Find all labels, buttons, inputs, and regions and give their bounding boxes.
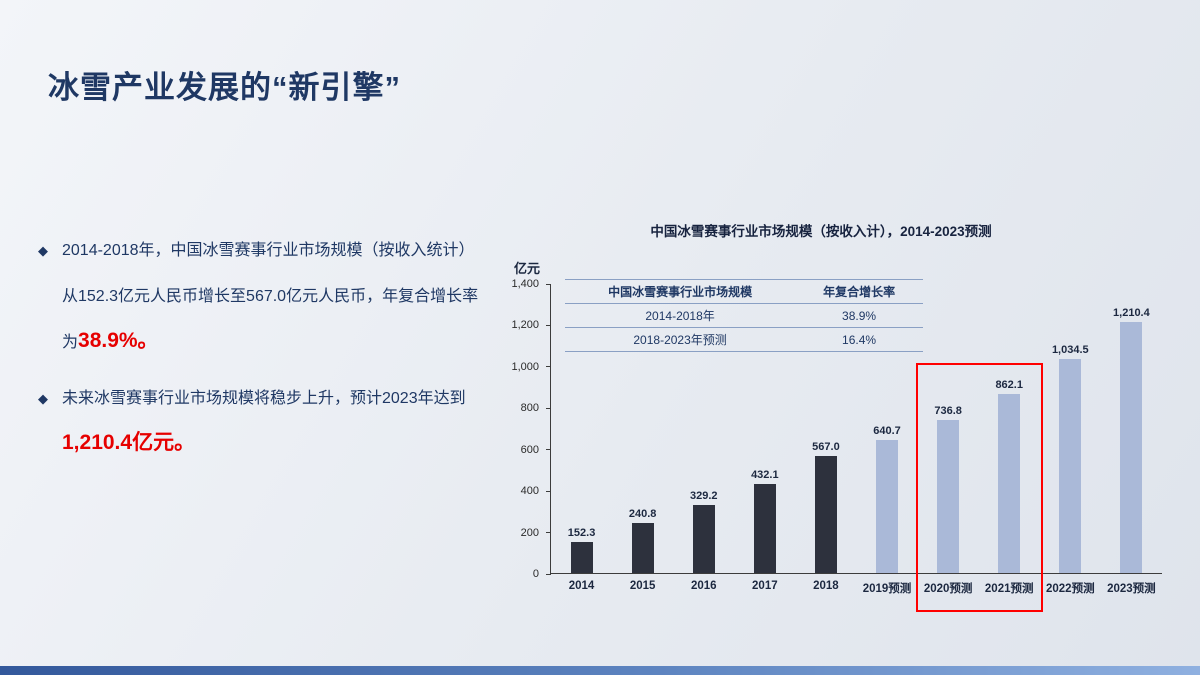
- table-cell-cagr-2: 16.4%: [842, 332, 877, 347]
- bar-value-label: 240.8: [628, 508, 657, 521]
- table-cell-cagr-1: 38.9%: [842, 308, 877, 323]
- bar-value-label: 736.8: [934, 405, 962, 418]
- bar: [1120, 322, 1143, 573]
- x-tick-label: 2015: [629, 580, 656, 592]
- page-title: 冰雪产业发展的“新引擎”: [48, 70, 401, 105]
- bar-value-label: 862.1: [995, 379, 1023, 392]
- bar: [998, 394, 1021, 573]
- bar-column-2015: 240.8: [612, 508, 673, 573]
- y-tick-mark: [546, 573, 551, 575]
- bars-container: 152.3 240.8 329.2 432.1 567.0 640.7 736.8 862.1…: [551, 284, 1162, 573]
- bar-column-2019预测: 640.7: [856, 425, 917, 573]
- x-axis-labels: 2014 2015 2016 2017 2018 2019预测 2020预测 2021预测 20…: [551, 580, 1162, 596]
- bar-column-2021预测: 862.1: [979, 379, 1040, 573]
- bar: [570, 541, 593, 573]
- bar-column-2022预测: 1,034.5: [1040, 344, 1101, 573]
- growth-rate-table: 中国冰雪赛事行业市场规模 年复合增长率 2014-2018年 38.9% 201…: [565, 279, 923, 352]
- y-tick-mark: [546, 532, 551, 534]
- bar: [1059, 358, 1082, 573]
- market-size-bar-chart: 中国冰雪赛事行业市场规模（按收入计），2014-2023预测 亿元 0 200 40…: [506, 212, 1186, 642]
- bullet-1-highlight: 38.9%。: [78, 329, 159, 352]
- x-tick-label: 2023预测: [1107, 583, 1156, 595]
- bullet-text-2: 未来冰雪赛事行业市场规模将稳步上升，预计2023年达到 1,210.4亿元。: [62, 376, 482, 468]
- bar: [814, 455, 837, 573]
- y-tick-mark: [546, 324, 551, 326]
- bar: [753, 483, 776, 573]
- table-header-market-size: 中国冰雪赛事行业市场规模: [608, 285, 753, 299]
- bar-column-2017: 432.1: [734, 468, 795, 573]
- y-tick-label: 0: [532, 568, 539, 580]
- y-tick-label: 1,400: [511, 278, 539, 290]
- bullet-text-1: 2014-2018年，中国冰雪赛事行业市场规模（按收入统计）从152.3亿元人民…: [62, 228, 482, 366]
- bar: [876, 440, 899, 573]
- y-tick-mark: [546, 490, 551, 492]
- bar-value-label: 567.0: [812, 440, 840, 453]
- y-axis-unit-label: 亿元: [514, 261, 541, 276]
- table-cell-period-1: 2014-2018年: [645, 309, 715, 323]
- x-tick-label: 2019预测: [862, 583, 912, 595]
- bullet-list: ◆ 2014-2018年，中国冰雪赛事行业市场规模（按收入统计）从152.3亿元…: [34, 228, 482, 468]
- bar-value-label: 329.2: [689, 489, 718, 502]
- bar: [631, 523, 654, 573]
- y-tick-mark: [546, 366, 551, 368]
- bottom-accent-bar: [0, 666, 1200, 675]
- table-header-cagr: 年复合增长率: [823, 285, 896, 299]
- diamond-bullet-icon: ◆: [38, 243, 48, 258]
- table-row: 2018-2023年预测 16.4%: [565, 328, 923, 352]
- y-axis-labels: 0 200 400 600 800 1,000 1,200 1,400: [505, 278, 545, 580]
- chart-title: 中国冰雪赛事行业市场规模（按收入计），2014-2023预测: [650, 224, 992, 239]
- y-tick-mark: [546, 407, 551, 409]
- y-tick-label: 800: [520, 402, 539, 415]
- bar-column-2018: 567.0: [795, 440, 856, 573]
- y-tick-label: 200: [520, 526, 539, 539]
- table-cell-period-2: 2018-2023年预测: [633, 333, 727, 347]
- bar-column-2023预测: 1,210.4: [1101, 307, 1162, 573]
- bullet-item-1: ◆ 2014-2018年，中国冰雪赛事行业市场规模（按收入统计）从152.3亿元…: [34, 228, 482, 366]
- bar: [937, 420, 960, 573]
- plot-area: 0 200 400 600 800 1,000 1,200 1,400 152.3 240.8 3…: [511, 278, 1162, 612]
- x-tick-label: 2021预测: [984, 583, 1034, 595]
- table-row: 2014-2018年 38.9%: [565, 304, 923, 328]
- y-tick-label: 1,000: [511, 360, 539, 373]
- y-tick-mark: [546, 283, 551, 285]
- x-tick-label: 2018: [813, 580, 839, 592]
- bar-value-label: 152.3: [567, 526, 596, 539]
- bullet-2-pre: 未来冰雪赛事行业市场规模将稳步上升，预计2023年达到: [62, 390, 466, 407]
- bar-value-label: 640.7: [873, 425, 901, 438]
- bar-column-2014: 152.3: [551, 526, 612, 573]
- bullet-2-highlight: 1,210.4亿元。: [62, 431, 196, 454]
- x-tick-label: 2022预测: [1046, 583, 1095, 595]
- x-tick-label: 2017: [752, 580, 778, 592]
- bullet-item-2: ◆ 未来冰雪赛事行业市场规模将稳步上升，预计2023年达到 1,210.4亿元。: [34, 376, 482, 468]
- bullet-1-pre: 2014-2018年，中国冰雪赛事行业市场规模（按收入统计）从152.3亿元人民…: [62, 242, 479, 351]
- x-tick-label: 2016: [690, 580, 717, 592]
- bar-column-2020预测: 736.8: [918, 405, 979, 573]
- x-tick-label: 2020预测: [923, 583, 973, 595]
- x-tick-label: 2014: [568, 580, 595, 592]
- bar-value-label: 1,210.4: [1113, 307, 1150, 320]
- y-tick-label: 1,200: [511, 319, 539, 332]
- table-header-row: 中国冰雪赛事行业市场规模 年复合增长率: [565, 280, 923, 304]
- bar: [692, 504, 715, 573]
- y-tick-mark: [546, 449, 551, 451]
- bar-value-label: 432.1: [751, 468, 779, 481]
- y-tick-label: 400: [520, 485, 539, 498]
- y-tick-label: 600: [520, 443, 539, 456]
- diamond-bullet-icon: ◆: [38, 391, 48, 406]
- bar-column-2016: 329.2: [673, 490, 734, 573]
- bar-value-label: 1,034.5: [1051, 343, 1089, 356]
